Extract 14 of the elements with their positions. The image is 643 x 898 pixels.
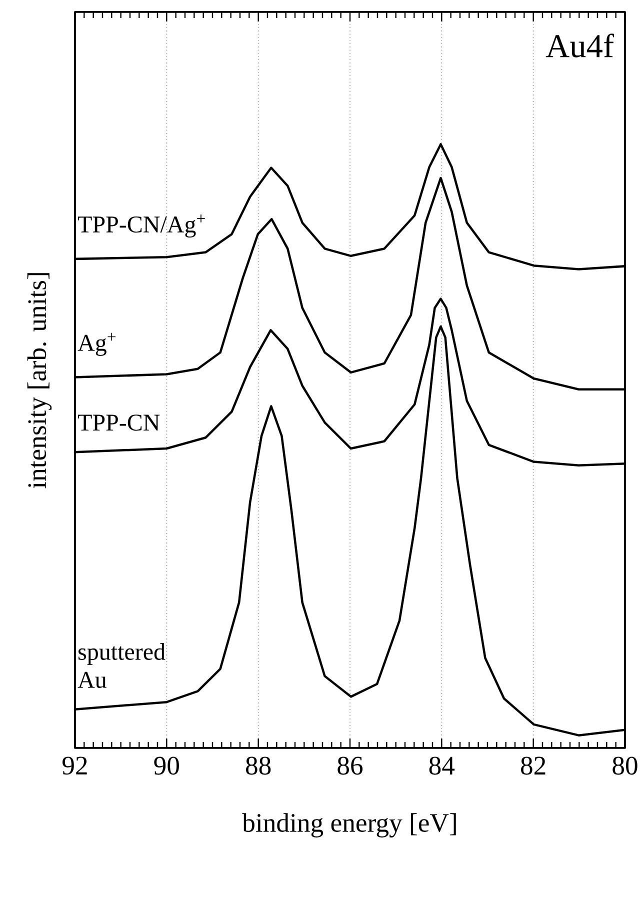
x-tick-label: 90 (154, 756, 180, 775)
text: Au4f (546, 34, 614, 58)
x-tick-label: 80 (612, 756, 638, 775)
x-tick-label: 84 (429, 756, 455, 775)
x-tick-label: 88 (246, 756, 271, 775)
series-label: TPP-CN (78, 414, 160, 431)
series-label: sputtered Au (78, 643, 166, 688)
series-label: TPP-CN/Ag$^{+}$ (78, 214, 205, 238)
x-axis-title: binding energy [eV] (242, 813, 456, 838)
series-label: Ag$^{+}$ (78, 332, 116, 356)
x-tick-label: 82 (521, 756, 546, 775)
y-axis-title: intensity [arb. units] (27, 273, 52, 488)
x-tick-label: 92 (62, 756, 87, 775)
x-tick-label: 86 (338, 756, 363, 775)
